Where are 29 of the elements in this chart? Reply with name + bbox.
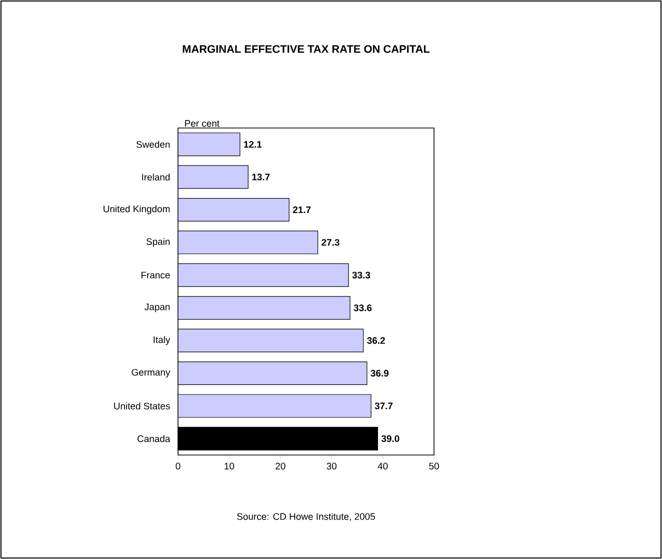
y-tick-label: United Kingdom bbox=[104, 205, 170, 214]
data-label: 12.1 bbox=[244, 141, 262, 148]
source-note: Source: CD Howe Institute, 2005 bbox=[237, 512, 375, 522]
y-tick-label: Sweden bbox=[136, 140, 170, 148]
y-tick-label: Canada bbox=[138, 435, 170, 442]
x-tick-label: 10 bbox=[224, 462, 234, 470]
data-label: 36.2 bbox=[367, 337, 385, 344]
x-tick-label: 20 bbox=[276, 462, 286, 470]
y-tick-label: United States bbox=[114, 402, 170, 410]
x-tick-label: 0 bbox=[176, 462, 180, 470]
data-label: 13.7 bbox=[252, 174, 270, 180]
data-label: 27.3 bbox=[322, 239, 340, 246]
data-label: 33.6 bbox=[354, 304, 372, 312]
data-label: 36.9 bbox=[370, 370, 389, 377]
y-tick-label: Germany bbox=[132, 368, 170, 378]
x-axis-title: Per cent bbox=[185, 120, 220, 127]
data-label: 39.0 bbox=[381, 435, 400, 442]
x-tick-label: 40 bbox=[378, 462, 388, 470]
y-tick-label: France bbox=[142, 272, 170, 278]
y-tick-label: Japan bbox=[144, 304, 170, 312]
x-tick-label: 50 bbox=[429, 462, 439, 470]
y-tick-label: Ireland bbox=[142, 174, 170, 181]
chart-title: MARGINAL EFFECTIVE TAX RATE ON CAPITAL bbox=[182, 45, 430, 53]
data-label: 33.3 bbox=[352, 272, 370, 278]
data-label: 37.7 bbox=[374, 402, 393, 410]
x-tick-label: 30 bbox=[326, 462, 336, 470]
y-tick-label: Italy bbox=[154, 336, 170, 345]
y-tick-label: Spain bbox=[146, 238, 170, 247]
data-label: 21.7 bbox=[292, 206, 311, 214]
